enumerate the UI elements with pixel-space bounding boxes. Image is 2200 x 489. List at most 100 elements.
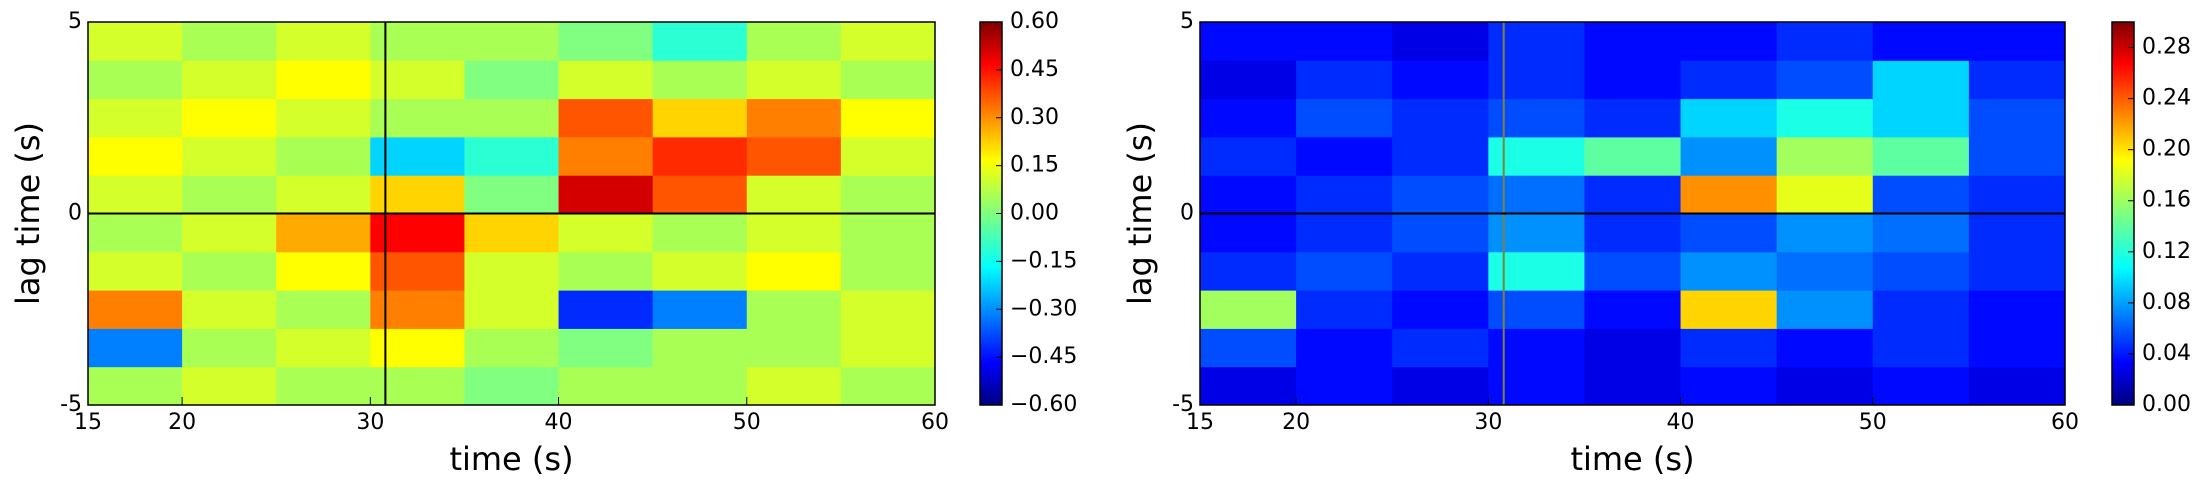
heat-cell <box>558 328 654 368</box>
x-tick-label: 20 <box>1282 410 1310 435</box>
heat-cell <box>1296 328 1393 368</box>
heat-cell <box>88 60 183 100</box>
heat-cell <box>1968 175 2066 214</box>
heat-cell <box>652 213 748 253</box>
heat-cell <box>652 98 748 138</box>
heat-cell <box>1968 136 2066 176</box>
heat-cell <box>1968 60 2066 100</box>
heat-cell <box>182 22 277 61</box>
heat-cell <box>1872 60 1970 100</box>
heat-cell <box>1200 60 1297 100</box>
heat-cell <box>652 328 748 368</box>
heat-cell <box>1872 22 1970 61</box>
heat-cell <box>558 366 654 406</box>
heat-cell <box>840 136 936 176</box>
heat-cell <box>1776 22 1874 61</box>
heat-cell <box>464 136 560 176</box>
heat-cell <box>746 290 842 329</box>
heat-cell <box>746 328 842 368</box>
heat-cell <box>88 251 183 291</box>
x-tick-label: 15 <box>1186 410 1214 435</box>
heat-cell <box>182 366 277 406</box>
heat-cell <box>88 328 183 368</box>
heat-cell <box>1872 136 1970 176</box>
heat-cell <box>558 60 654 100</box>
heat-cell <box>1776 60 1874 100</box>
colorbar-tick-label: 0.45 <box>1010 57 1059 82</box>
heat-cell <box>182 251 277 291</box>
heat-cell <box>464 366 560 406</box>
colorbar-tick-label: 0.00 <box>1010 201 1059 226</box>
heat-cell <box>1680 60 1778 100</box>
heat-cell <box>1392 22 1489 61</box>
heat-cell <box>88 290 183 329</box>
colorbar-tick-label: −0.60 <box>1010 392 1077 417</box>
heat-cell <box>276 251 371 291</box>
heat-cell <box>746 60 842 100</box>
heat-cell <box>1872 328 1970 368</box>
heat-cell <box>746 251 842 291</box>
heat-cell <box>840 251 936 291</box>
heat-cell <box>464 251 560 291</box>
heat-cell <box>1200 175 1297 214</box>
heat-cell <box>746 175 842 214</box>
heat-cell <box>1680 328 1778 368</box>
heat-cell <box>464 60 560 100</box>
heat-cell <box>276 213 371 253</box>
heat-cell <box>1200 98 1297 138</box>
heat-cell <box>1584 136 1682 176</box>
heat-cell <box>1872 175 1970 214</box>
heat-cell <box>840 328 936 368</box>
x-axis-label: time (s) <box>449 440 573 478</box>
heat-cell <box>1968 22 2066 61</box>
heat-cell <box>1296 175 1393 214</box>
heat-cell <box>652 366 748 406</box>
heat-cell <box>1584 290 1682 329</box>
heat-cell <box>464 175 560 214</box>
heat-cell <box>1872 290 1970 329</box>
heat-cell <box>1680 251 1778 291</box>
heat-cell <box>1200 213 1297 253</box>
heat-cell <box>1392 136 1489 176</box>
heat-cell <box>1968 251 2066 291</box>
heat-cell <box>746 22 842 61</box>
x-tick-label: 40 <box>545 410 573 435</box>
heat-cell <box>88 366 183 406</box>
heat-cell <box>840 213 936 253</box>
heat-cell <box>1584 22 1682 61</box>
heat-cell <box>182 60 277 100</box>
y-tick-label: -5 <box>1172 392 1194 417</box>
x-tick-label: 50 <box>1859 410 1887 435</box>
x-tick-label: 60 <box>2051 410 2079 435</box>
colorbar-tick-label: −0.30 <box>1010 296 1077 321</box>
heat-cell <box>1392 290 1489 329</box>
colorbar-tick-label: 0.60 <box>1010 9 1059 34</box>
x-tick-label: 30 <box>1474 410 1502 435</box>
heat-cell <box>652 60 748 100</box>
heat-cell <box>1680 136 1778 176</box>
heat-cell <box>1872 98 1970 138</box>
heat-cell <box>464 22 560 61</box>
heat-cell <box>88 22 183 61</box>
y-tick-label: 0 <box>1180 201 1194 226</box>
heat-cell <box>88 175 183 214</box>
heat-cell <box>276 366 371 406</box>
heat-cell <box>1584 366 1682 406</box>
heat-cell <box>1296 366 1393 406</box>
heat-cell <box>1200 251 1297 291</box>
heat-cell <box>840 60 936 100</box>
y-axis-label: lag time (s) <box>9 122 47 305</box>
heat-cell <box>1680 213 1778 253</box>
x-tick-label: 30 <box>356 410 384 435</box>
heat-cell <box>558 175 654 214</box>
heat-cell <box>1776 175 1874 214</box>
heat-cell <box>1296 22 1393 61</box>
heat-cell <box>1968 290 2066 329</box>
heat-cell <box>464 98 560 138</box>
heat-cell <box>1680 22 1778 61</box>
heat-cell <box>1776 136 1874 176</box>
heat-cell <box>1776 213 1874 253</box>
y-axis-label: lag time (s) <box>1121 122 1159 305</box>
heat-cell <box>558 22 654 61</box>
